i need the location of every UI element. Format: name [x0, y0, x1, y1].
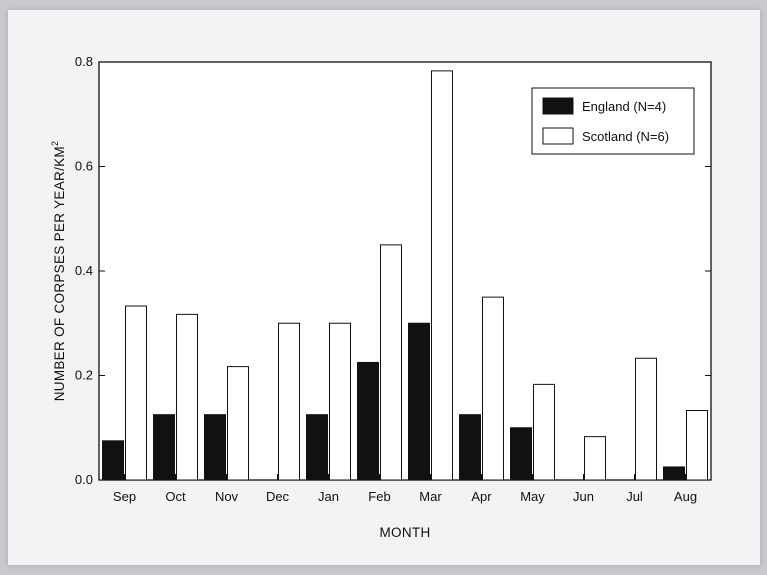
legend: England (N=4) Scotland (N=6) — [531, 87, 695, 155]
y-axis-title-superscript: 2 — [50, 141, 60, 146]
x-tick-label-feb: Feb — [368, 489, 390, 504]
bar-england-mar — [408, 322, 430, 481]
bar-scotland-jan — [329, 322, 351, 481]
legend-swatch-scotland — [542, 127, 574, 145]
bar-scotland-sep — [125, 305, 147, 481]
y-axis-title: NUMBER OF CORPSES PER YEAR/KM2 — [50, 141, 67, 402]
bar-england-oct — [153, 414, 175, 481]
bar-scotland-mar — [431, 70, 453, 481]
bars-group — [102, 70, 708, 481]
x-axis-ticks: Sep Oct Nov Dec Jan Feb Mar Apr May Jun Jul Aug — [113, 474, 697, 504]
bar-scotland-apr — [482, 296, 504, 481]
y-tick-label: 0.0 — [75, 472, 93, 487]
y-tick-label: 0.6 — [75, 159, 93, 174]
x-tick-label-jul: Jul — [626, 489, 643, 504]
x-tick-label-mar: Mar — [419, 489, 442, 504]
x-tick-label-nov: Nov — [215, 489, 239, 504]
y-tick-label: 0.4 — [75, 263, 93, 278]
legend-label-england: England (N=4) — [582, 99, 666, 114]
x-tick-label-apr: Apr — [471, 489, 492, 504]
bar-scotland-jul — [635, 357, 657, 481]
y-axis-title-main: NUMBER OF CORPSES PER YEAR/KM — [52, 146, 67, 401]
bar-scotland-aug — [686, 410, 708, 481]
bar-england-may — [510, 427, 532, 481]
x-tick-label-aug: Aug — [674, 489, 697, 504]
x-tick-label-sep: Sep — [113, 489, 136, 504]
legend-swatch-england — [542, 97, 574, 115]
bar-scotland-jun — [584, 436, 606, 481]
y-tick-label: 0.8 — [75, 54, 93, 69]
x-tick-label-oct: Oct — [165, 489, 186, 504]
x-axis-title: MONTH — [380, 525, 431, 540]
bar-england-aug — [663, 466, 685, 481]
x-tick-label-dec: Dec — [266, 489, 290, 504]
bar-england-feb — [357, 361, 379, 481]
y-axis-ticks: 0.0 0.2 0.4 0.6 0.8 — [75, 54, 711, 487]
bar-england-jan — [306, 414, 328, 481]
x-tick-label-jun: Jun — [573, 489, 594, 504]
bar-scotland-feb — [380, 244, 402, 481]
bar-england-apr — [459, 414, 481, 481]
bar-scotland-dec — [278, 322, 300, 481]
bar-england-nov — [204, 414, 226, 481]
bar-scotland-nov — [227, 366, 249, 481]
legend-label-scotland: Scotland (N=6) — [582, 129, 669, 144]
bar-england-sep — [102, 440, 124, 481]
x-tick-label-may: May — [520, 489, 545, 504]
x-tick-label-jan: Jan — [318, 489, 339, 504]
bar-scotland-oct — [176, 313, 198, 481]
bar-scotland-may — [533, 383, 555, 481]
y-tick-label: 0.2 — [75, 368, 93, 383]
